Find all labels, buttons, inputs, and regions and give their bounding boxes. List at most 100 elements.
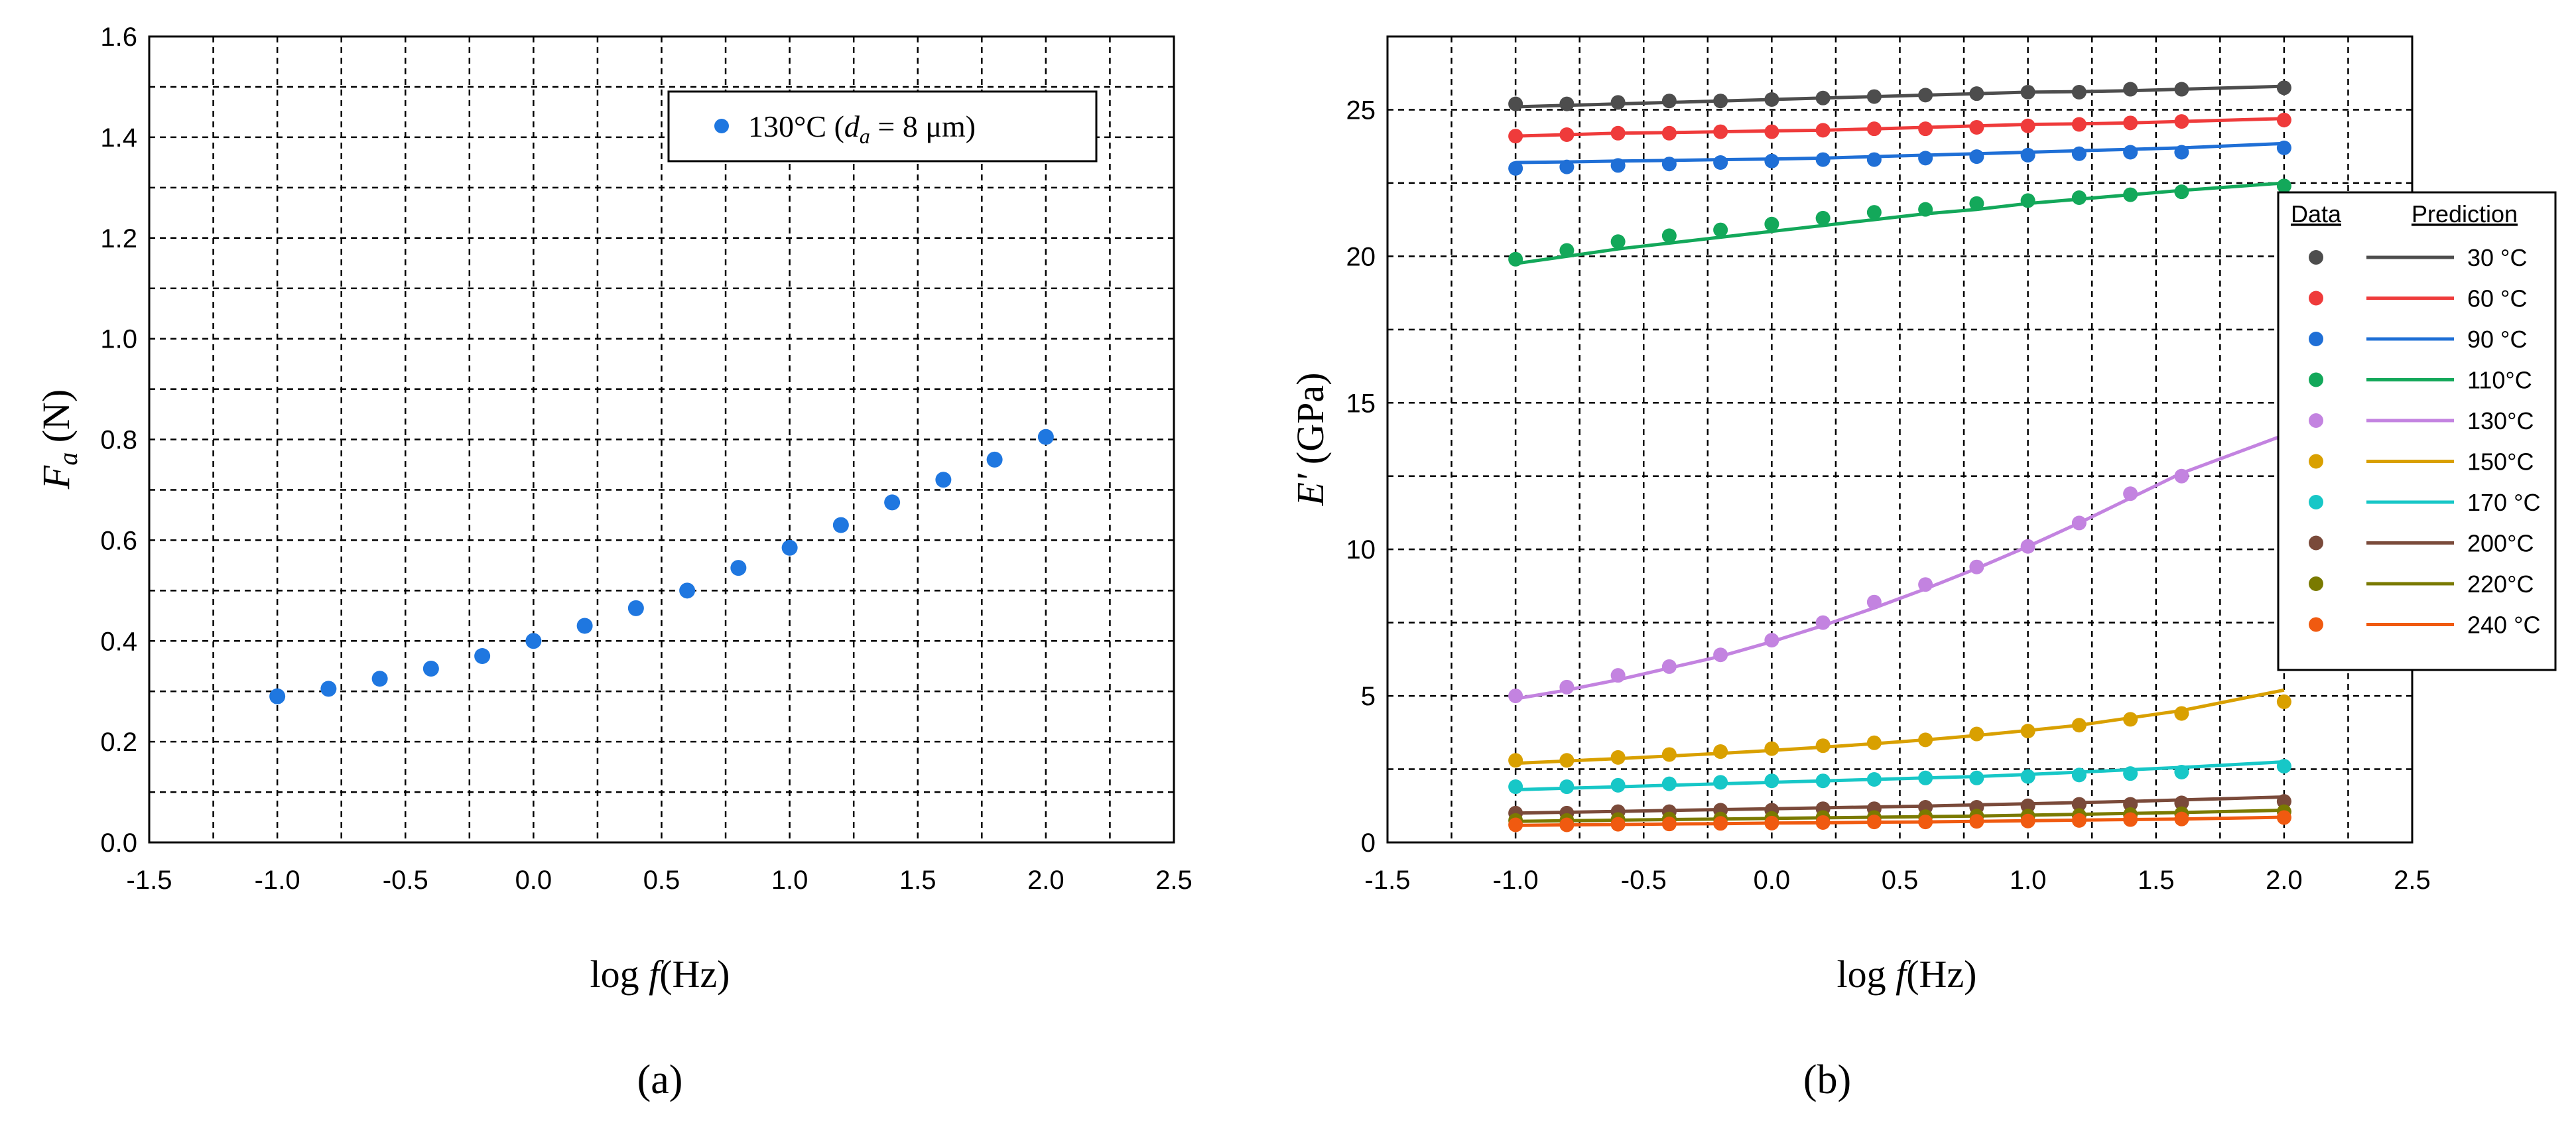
panel-a-x-tick-label: -1.0 — [255, 866, 300, 895]
data-point-170C — [1508, 779, 1523, 795]
data-point-90C — [1866, 152, 1882, 167]
panel-a-y-tick-label: 0.4 — [100, 627, 137, 656]
data-point-130C — [1508, 689, 1523, 704]
legend-marker-220C — [2309, 576, 2323, 591]
panel-a-data-point — [576, 618, 593, 634]
data-point-130C — [2123, 486, 2138, 501]
panel-a-data-point — [474, 648, 491, 665]
panel-a-x-tick-label: -0.5 — [383, 866, 428, 895]
data-point-30C — [1508, 96, 1523, 111]
panel-b-x-tick-label: 0.5 — [1882, 866, 1919, 895]
panel-a-tick-labels: -1.5 -1.0 -0.5 0.0 0.5 1.0 1.5 2.0 2.5 0.0 0.2 0.4 0… — [100, 23, 1192, 895]
panel-a-grid — [149, 36, 1174, 842]
legend-label-110C: 110°C — [2467, 367, 2532, 394]
panel-a-legend-marker — [714, 119, 729, 133]
legend-marker-240C — [2309, 617, 2323, 632]
data-point-130C — [1969, 559, 1984, 574]
data-point-110C — [1713, 222, 1728, 237]
panel-a-y-tick-label: 0.6 — [100, 526, 137, 555]
data-point-130C — [1559, 679, 1575, 695]
data-point-200C — [2276, 794, 2291, 809]
data-point-30C — [1815, 90, 1831, 105]
data-point-130C — [2071, 515, 2087, 531]
data-point-90C — [1661, 157, 1677, 172]
panel-a-data-point — [986, 451, 1003, 468]
data-point-170C — [1661, 776, 1677, 791]
chart-panel-a: -1.5 -1.0 -0.5 0.0 0.5 1.0 1.5 2.0 2.5 0.0 0.2 0.4 0… — [34, 23, 1192, 1102]
data-point-30C — [1764, 92, 1779, 107]
data-point-60C — [2174, 114, 2189, 129]
panel-a-y-tick-label: 1.6 — [100, 23, 137, 52]
data-point-130C — [1815, 615, 1831, 630]
panel-a-marks — [269, 429, 1054, 704]
data-point-150C — [2020, 724, 2035, 739]
panel-a-data-point — [1037, 429, 1054, 445]
legend-marker-30C — [2309, 250, 2323, 265]
panel-a-y-tick-label: 1.2 — [100, 224, 137, 253]
data-point-150C — [1713, 744, 1728, 760]
data-point-30C — [2276, 80, 2291, 96]
data-point-170C — [1764, 773, 1779, 789]
data-point-150C — [1508, 753, 1523, 768]
data-point-60C — [1661, 125, 1677, 141]
data-point-90C — [1610, 158, 1626, 173]
legend-label-130C: 130°C — [2467, 407, 2534, 434]
data-point-60C — [1866, 121, 1882, 137]
panel-b-legend: Data Prediction 30 °C 60 °C 90 °C 110°C 130°… — [2277, 191, 2557, 671]
data-point-240C — [1764, 815, 1779, 830]
data-point-60C — [1764, 124, 1779, 139]
panel-b-x-tick-label: -0.5 — [1621, 866, 1667, 895]
panel-a-y-tick-label: 0.0 — [100, 829, 137, 858]
data-point-90C — [1969, 149, 1984, 165]
data-point-240C — [1969, 814, 1984, 829]
data-point-150C — [1969, 726, 1984, 742]
data-point-200C — [2020, 798, 2035, 813]
data-point-240C — [2071, 813, 2087, 828]
legend-label-170C: 170 °C — [2467, 489, 2540, 516]
data-point-90C — [1713, 155, 1728, 170]
data-point-150C — [2071, 718, 2087, 733]
data-point-150C — [1815, 738, 1831, 754]
panel-a-x-tick-label: 0.0 — [515, 866, 552, 895]
data-point-170C — [2123, 766, 2138, 781]
panel-b-tick-labels: -1.5 -1.0 -0.5 0.0 0.5 1.0 1.5 2.0 2.5 0 5 10 15 20 25 — [1346, 96, 2431, 895]
data-point-170C — [2071, 767, 2087, 783]
panel-a-y-tick-label: 0.2 — [100, 728, 137, 757]
data-point-60C — [1559, 127, 1575, 143]
panel-a-data-point — [320, 681, 337, 697]
data-point-170C — [1610, 777, 1626, 793]
data-point-110C — [1559, 243, 1575, 258]
data-point-60C — [2276, 112, 2291, 127]
legend-label-60C: 60 °C — [2467, 285, 2527, 312]
panel-a-y-tick-label: 1.0 — [100, 325, 137, 354]
legend-label-150C: 150°C — [2467, 448, 2534, 476]
data-point-150C — [1918, 732, 1933, 748]
data-point-130C — [1918, 577, 1933, 592]
panel-b-legend-box — [2277, 191, 2557, 671]
panel-a-x-tick-label: -1.5 — [127, 866, 172, 895]
legend-label-90C: 90 °C — [2467, 326, 2527, 353]
data-point-130C — [2174, 468, 2189, 484]
data-point-110C — [1969, 196, 1984, 211]
data-point-170C — [2020, 769, 2035, 784]
data-point-60C — [1969, 119, 1984, 135]
data-point-60C — [1918, 121, 1933, 137]
data-point-200C — [2174, 795, 2189, 811]
data-point-240C — [1918, 815, 1933, 830]
data-point-240C — [1559, 817, 1575, 832]
data-point-150C — [1610, 750, 1626, 765]
data-point-130C — [1713, 647, 1728, 663]
panel-a-legend: 130°C (da = 8 μm) — [667, 90, 1098, 163]
panel-a-y-axis-label: Fa (N) — [34, 389, 83, 490]
panel-a-data-point — [627, 600, 644, 616]
panel-b-data-points — [1508, 80, 2291, 832]
data-point-60C — [1815, 123, 1831, 138]
data-point-110C — [1918, 202, 1933, 217]
data-point-130C — [1866, 594, 1882, 610]
data-point-240C — [1610, 817, 1626, 832]
data-point-90C — [1559, 159, 1575, 174]
data-point-110C — [2174, 184, 2189, 200]
panel-b-y-tick-label: 0 — [1361, 829, 1376, 858]
data-point-30C — [1918, 88, 1933, 103]
